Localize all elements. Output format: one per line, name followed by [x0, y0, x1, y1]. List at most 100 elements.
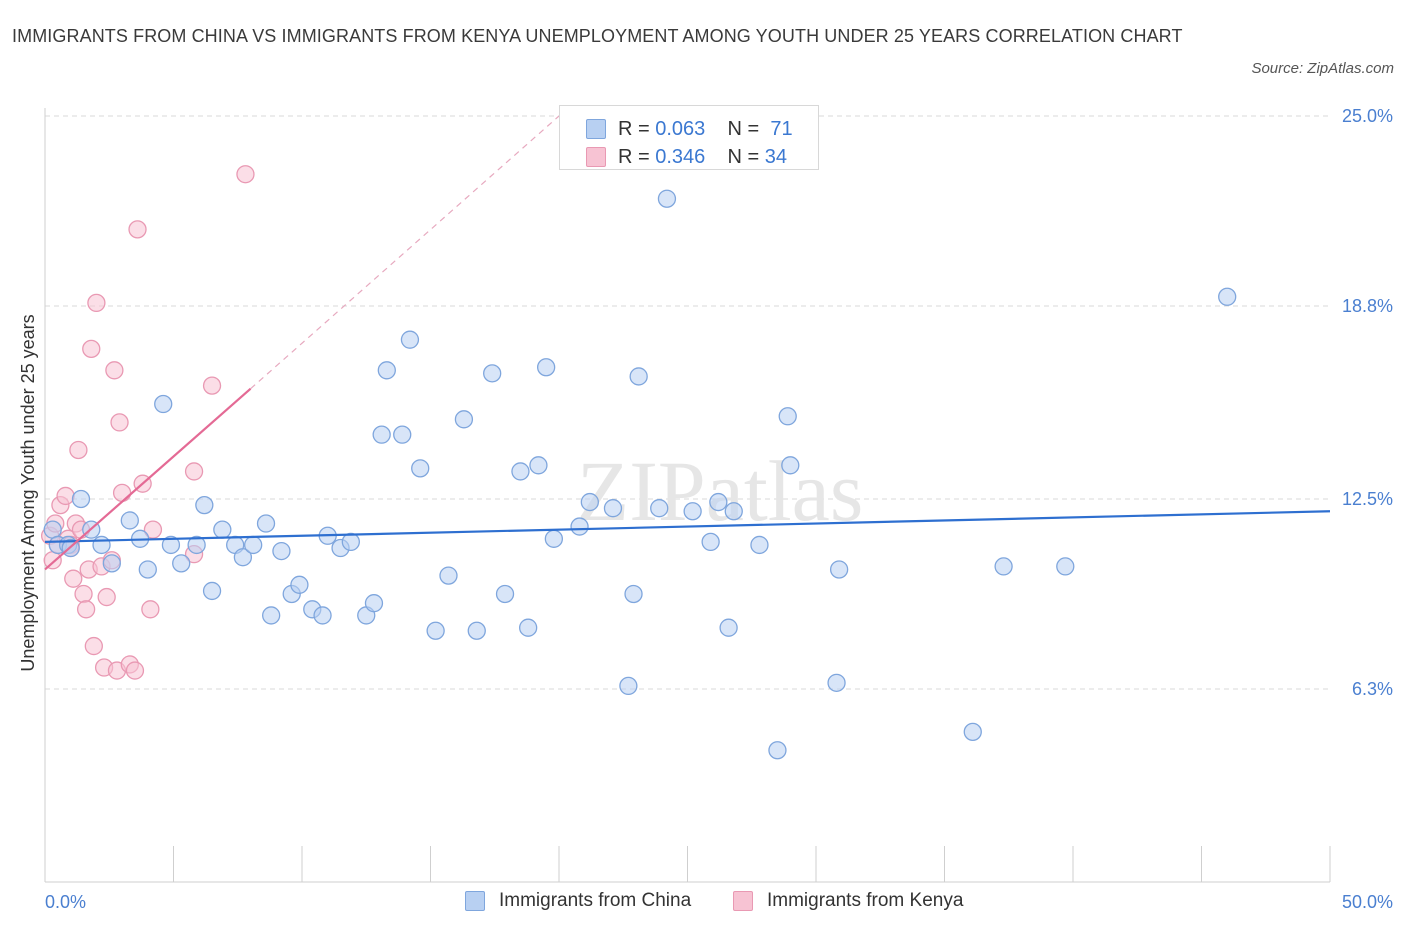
- legend-kenya-r-label: R =: [618, 145, 656, 168]
- kenya-point: [74, 584, 93, 604]
- china-point: [994, 557, 1013, 576]
- china-point: [827, 673, 846, 692]
- china-point: [781, 456, 800, 475]
- kenya-point: [236, 165, 255, 184]
- x-tick-label: 50.0%: [1342, 892, 1393, 912]
- china-point: [603, 499, 623, 518]
- kenya-point: [69, 440, 88, 460]
- china-point: [411, 459, 430, 478]
- china-point: [750, 535, 769, 555]
- china-point: [829, 560, 849, 579]
- china-point: [71, 489, 91, 509]
- china-point: [400, 330, 420, 349]
- china-point: [454, 410, 474, 429]
- china-point: [256, 514, 276, 533]
- china-point: [519, 618, 538, 637]
- china-point: [701, 532, 720, 552]
- china-point: [161, 535, 181, 555]
- bottom-legend-swatch-china: [465, 891, 485, 911]
- chart-title: IMMIGRANTS FROM CHINA VS IMMIGRANTS FROM…: [12, 26, 1183, 46]
- y-tick-label: 6.3%: [1352, 679, 1393, 699]
- china-point: [495, 584, 515, 604]
- china-point: [511, 462, 530, 481]
- legend-kenya-n-label: N =: [727, 145, 765, 168]
- grid-lines: [45, 115, 1330, 690]
- china-point: [202, 581, 222, 601]
- china-point: [1056, 557, 1075, 576]
- kenya-point: [112, 483, 132, 503]
- china-point: [963, 722, 982, 742]
- kenya-point: [87, 293, 106, 313]
- china-point: [529, 456, 548, 475]
- china-point: [683, 502, 702, 521]
- kenya-point: [82, 339, 101, 359]
- china-point: [102, 554, 121, 573]
- kenya-point: [105, 361, 124, 380]
- bottom-legend-china[interactable]: Immigrants from China: [465, 890, 691, 912]
- source-credit: Source: ZipAtlas.com: [1251, 60, 1394, 77]
- china-point: [393, 425, 412, 444]
- china-point: [262, 606, 281, 625]
- china-point: [364, 594, 384, 613]
- china-point: [92, 535, 111, 555]
- kenya-point: [76, 600, 96, 619]
- legend-china-n-value: 71: [770, 117, 793, 140]
- china-point: [172, 554, 191, 573]
- bottom-legend-label-kenya: Immigrants from Kenya: [767, 890, 964, 911]
- legend-kenya-n-value: 34: [764, 145, 788, 168]
- china-point: [624, 584, 643, 604]
- china-point: [426, 621, 445, 640]
- kenya-point: [184, 462, 204, 481]
- china-point: [233, 548, 253, 567]
- china-point: [537, 358, 556, 377]
- china-point: [372, 425, 391, 444]
- kenya-point: [128, 220, 147, 239]
- kenya-point: [64, 569, 83, 588]
- bottom-legend-swatch-kenya: [733, 891, 753, 911]
- kenya-point: [125, 661, 145, 680]
- china-point: [719, 618, 738, 637]
- china-point: [709, 492, 728, 512]
- kenya-point: [97, 587, 116, 607]
- kenya-point: [202, 376, 222, 395]
- china-point: [467, 621, 486, 640]
- legend-china-r-value: 0.063: [655, 117, 706, 140]
- china-point: [154, 394, 173, 414]
- y-axis-label: Unemployment Among Youth under 25 years: [18, 314, 38, 671]
- china-point: [313, 606, 332, 625]
- china-point: [650, 499, 669, 518]
- kenya-series: [40, 165, 255, 680]
- correlation-legend: R = 0.063 N = 71 R = 0.346 N = 34: [559, 105, 819, 170]
- tick-labels: 6.3% 12.5% 18.8% 25.0% 0.0% 50.0%: [45, 106, 1393, 912]
- china-point: [120, 511, 139, 530]
- china-point: [341, 532, 360, 552]
- legend-china-n-label: N =: [727, 117, 765, 140]
- trend-lines: [44, 115, 1331, 571]
- china-point: [778, 407, 797, 426]
- x-tick-label: 0.0%: [45, 892, 86, 912]
- china-point: [619, 676, 638, 696]
- y-tick-label: 18.8%: [1342, 296, 1393, 316]
- china-point: [724, 502, 743, 521]
- china-point: [570, 517, 589, 536]
- axes: [44, 108, 1331, 883]
- kenya-point: [84, 636, 103, 656]
- china-point: [629, 367, 648, 386]
- bottom-legend-label-china: Immigrants from China: [499, 890, 692, 911]
- legend-swatch-china: [586, 119, 606, 139]
- china-trend-line: [44, 510, 1331, 543]
- bottom-legend-kenya[interactable]: Immigrants from Kenya: [733, 890, 963, 912]
- china-point: [272, 541, 291, 561]
- china-point: [439, 566, 458, 585]
- china-point: [187, 535, 206, 555]
- china-point: [244, 535, 263, 555]
- china-point: [213, 520, 232, 539]
- kenya-trend-extension: [250, 115, 560, 390]
- china-point: [544, 529, 564, 548]
- legend-china-r-label: R =: [618, 117, 656, 140]
- watermark: ZIPatlas: [577, 443, 864, 539]
- kenya-point: [141, 600, 160, 619]
- legend-kenya-r-value: 0.346: [655, 145, 706, 168]
- kenya-point: [43, 551, 62, 570]
